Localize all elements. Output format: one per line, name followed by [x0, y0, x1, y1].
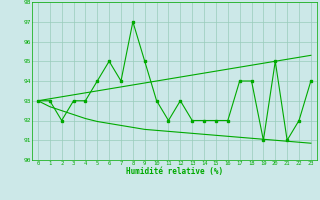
X-axis label: Humidité relative (%): Humidité relative (%) [126, 167, 223, 176]
